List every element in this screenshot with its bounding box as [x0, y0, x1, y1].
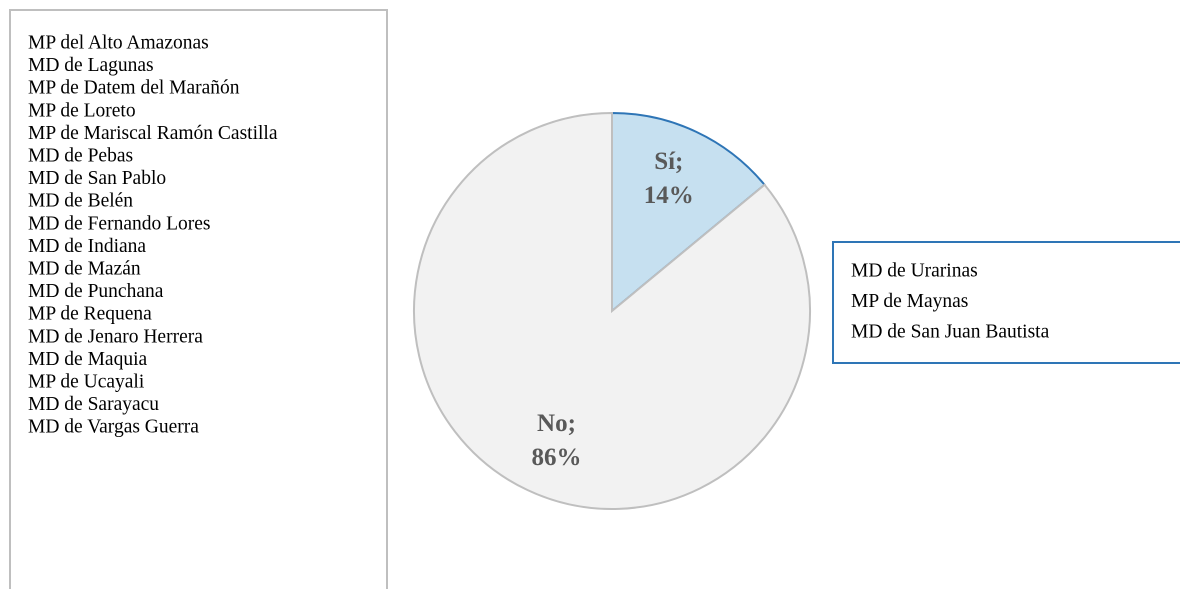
- slice-category-label: Sí;: [654, 148, 683, 175]
- list-item: MD de Jenaro Herrera: [28, 326, 203, 347]
- slice-value-label: 86%: [532, 444, 582, 471]
- list-item: MD de Mazán: [28, 258, 141, 279]
- slice-value-label: 14%: [644, 182, 694, 209]
- list-item: MP de Maynas: [851, 291, 968, 312]
- list-item: MD de Maquia: [28, 349, 147, 370]
- pie-slice: [413, 111, 811, 510]
- slice-category-label: No;: [537, 410, 576, 437]
- list-box: [832, 241, 1180, 364]
- list-item: MP de Mariscal Ramón Castilla: [28, 123, 278, 144]
- list-item: MD de Punchana: [28, 281, 164, 302]
- pie-slice: [611, 111, 766, 314]
- list-item: MP de Loreto: [28, 100, 136, 121]
- list-item: MP de Datem del Marañón: [28, 78, 240, 99]
- list-item: MD de Indiana: [28, 236, 146, 257]
- list-item: MD de San Pablo: [28, 168, 166, 189]
- list-item: MD de Vargas Guerra: [28, 417, 199, 438]
- list-item: MD de Sarayacu: [28, 394, 159, 415]
- list-item: MD de Urarinas: [851, 260, 978, 281]
- list-item: MP de Requena: [28, 304, 152, 325]
- list-item: MP del Alto Amazonas: [28, 32, 209, 53]
- list-item: MD de Belén: [28, 191, 133, 212]
- list-item: MD de Fernando Lores: [28, 213, 211, 234]
- list-item: MD de San Juan Bautista: [851, 321, 1050, 342]
- list-item: MP de Ucayali: [28, 371, 145, 392]
- list-item: MD de Lagunas: [28, 55, 154, 76]
- list-box: [9, 9, 388, 594]
- list-item: MD de Pebas: [28, 145, 133, 166]
